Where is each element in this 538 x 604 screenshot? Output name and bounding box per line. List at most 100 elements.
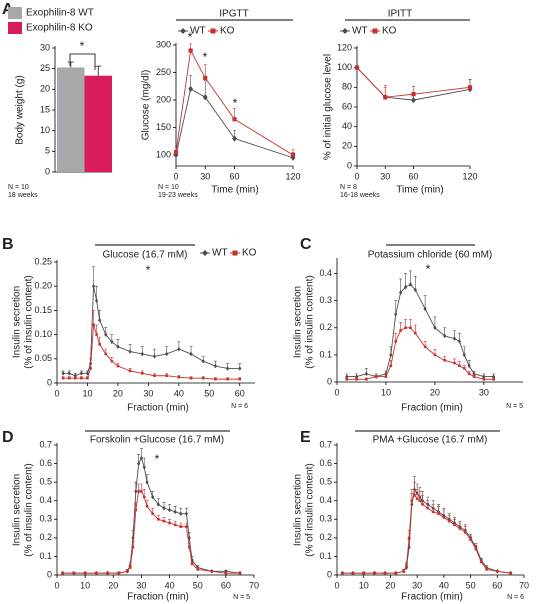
data-line xyxy=(356,67,471,98)
error-bar xyxy=(95,65,102,76)
data-point xyxy=(351,571,355,575)
data-point xyxy=(458,364,461,368)
data-point xyxy=(383,95,388,100)
data-point xyxy=(404,326,407,330)
y-tick-label: 100 xyxy=(337,62,352,72)
data-point xyxy=(134,508,138,512)
data-point xyxy=(411,92,416,97)
legend-marker xyxy=(202,250,208,256)
data-point xyxy=(462,367,466,370)
data-point xyxy=(184,511,189,517)
data-point xyxy=(189,351,193,357)
data-point xyxy=(394,340,398,343)
error-bar xyxy=(413,324,417,334)
data-point xyxy=(98,317,102,323)
data-point xyxy=(362,571,366,575)
data-point xyxy=(374,375,378,378)
legend-swatch xyxy=(8,7,22,19)
legend-marker xyxy=(180,28,186,34)
data-point xyxy=(509,571,512,575)
x-tick-label: 30 xyxy=(380,171,390,181)
data-point xyxy=(355,377,358,381)
y-tick-label: 0.5 xyxy=(319,477,332,487)
legend-marker xyxy=(372,28,378,34)
data-point xyxy=(128,566,132,569)
data-point xyxy=(373,571,376,575)
y-tick-label: 0.4 xyxy=(319,268,332,278)
x-tick-label: 120 xyxy=(462,171,477,181)
x-tick-label: 20 xyxy=(385,580,395,590)
y-tick-label: 0 xyxy=(327,569,332,579)
error-bar xyxy=(394,332,398,342)
significance-bracket xyxy=(69,53,96,70)
x-tick-label: 40 xyxy=(165,580,175,590)
x-tick-label: 20 xyxy=(430,387,440,397)
data-point xyxy=(61,376,65,380)
x-tick-label: 10 xyxy=(80,580,90,590)
y-axis-label: (% of insulin content) xyxy=(305,463,316,556)
y-tick-label: 0 xyxy=(47,569,52,579)
legend-label: KO xyxy=(220,26,235,37)
data-point xyxy=(189,376,193,380)
chart-title: Glucose (16.7 mM) xyxy=(102,250,187,261)
x-tick-label: 0 xyxy=(354,171,359,181)
note: 19-23 weeks xyxy=(158,192,198,199)
data-point xyxy=(201,358,205,364)
data-point xyxy=(67,376,71,380)
x-tick-label: 50 xyxy=(204,388,214,398)
data-point xyxy=(179,511,183,517)
data-point xyxy=(91,283,96,289)
data-point xyxy=(409,326,412,330)
data-point xyxy=(61,371,65,376)
error-bar xyxy=(67,61,74,68)
y-axis-label: Insulin secretion xyxy=(293,474,304,546)
data-point xyxy=(201,376,205,380)
error-bar xyxy=(410,489,414,501)
y-tick-label: 0.05 xyxy=(34,353,52,363)
y-tick-label: 25 xyxy=(40,63,50,73)
y-axis-label: Glucose (mg/dl) xyxy=(141,70,152,141)
data-point xyxy=(474,547,478,551)
error-bar xyxy=(203,63,207,78)
data-point xyxy=(405,564,408,568)
y-axis-label: (% of insulin content) xyxy=(24,463,35,556)
data-point xyxy=(104,352,108,356)
data-point xyxy=(151,494,155,500)
y-tick-label: 0.6 xyxy=(39,458,52,468)
data-point xyxy=(443,359,446,362)
data-point xyxy=(95,298,99,304)
x-tick-label: 20 xyxy=(113,388,123,398)
x-tick-label: 40 xyxy=(174,388,184,398)
x-tick-label: 0 xyxy=(54,580,59,590)
error-bar xyxy=(95,324,99,335)
data-point xyxy=(407,536,411,540)
y-tick-label: 300 xyxy=(156,39,171,49)
note: N = 5 xyxy=(506,403,523,410)
y-axis-label: (% of insulin content) xyxy=(305,275,316,368)
x-tick-label: 0 xyxy=(54,388,59,398)
error-bar xyxy=(399,322,403,331)
data-point xyxy=(203,75,208,81)
data-point xyxy=(67,371,71,376)
data-point xyxy=(421,503,424,506)
note: N = 10 xyxy=(8,184,29,191)
panel-letter: D xyxy=(2,429,14,446)
data-point xyxy=(157,517,160,521)
y-tick-label: 80 xyxy=(342,82,352,92)
y-tick-label: 0.10 xyxy=(34,329,52,339)
data-point xyxy=(165,351,169,357)
data-point xyxy=(415,497,419,501)
y-tick-label: 0.7 xyxy=(319,439,332,449)
x-tick-label: 60 xyxy=(235,388,245,398)
data-point xyxy=(168,521,171,525)
data-point xyxy=(79,371,83,376)
x-tick-label: 60 xyxy=(221,580,231,590)
y-tick-label: 30 xyxy=(40,42,50,52)
significance-star: * xyxy=(426,262,431,276)
data-point xyxy=(139,455,144,461)
data-point xyxy=(152,354,157,359)
data-point xyxy=(443,333,447,339)
data-line xyxy=(342,494,511,574)
data-point xyxy=(72,571,76,575)
x-axis-label: Fraction (min) xyxy=(401,592,463,603)
